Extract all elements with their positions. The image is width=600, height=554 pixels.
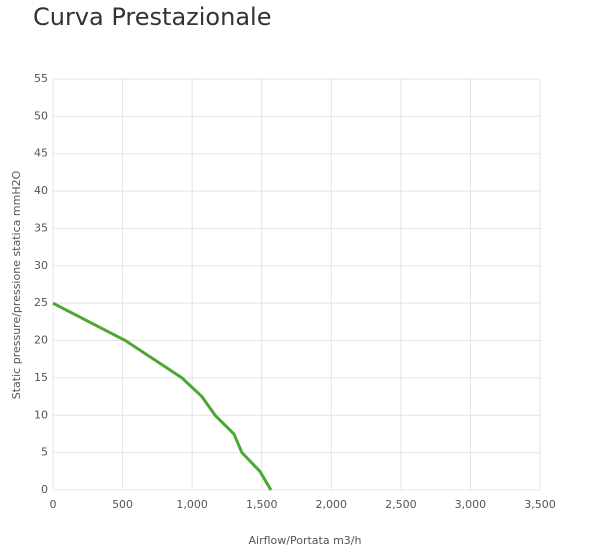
x-tick-label: 0 [50,498,57,511]
x-tick-label: 3,000 [455,498,487,511]
y-tick-label: 10 [34,408,48,421]
x-tick-label: 3,500 [524,498,556,511]
y-axis-label: Static pressure/pressione statica mmH2O [10,170,23,399]
y-tick-label: 55 [34,72,48,85]
x-tick-label: 500 [112,498,133,511]
x-tick-label: 2,000 [316,498,348,511]
x-axis-label: Airflow/Portata m3/h [249,534,362,547]
x-tick-label: 1,500 [246,498,278,511]
y-tick-label: 30 [34,259,48,272]
y-tick-label: 45 [34,147,48,160]
y-tick-label: 35 [34,221,48,234]
y-tick-label: 15 [34,371,48,384]
y-tick-label: 25 [34,296,48,309]
chart-title: Curva Prestazionale [33,3,271,31]
y-tick-label: 40 [34,184,48,197]
y-tick-label: 0 [41,483,48,496]
data-line [52,301,273,491]
x-tick-label: 1,000 [176,498,208,511]
y-tick-label: 20 [34,334,48,347]
y-tick-label: 5 [41,446,48,459]
x-tick-label: 2,500 [385,498,417,511]
y-tick-label: 50 [34,109,48,122]
